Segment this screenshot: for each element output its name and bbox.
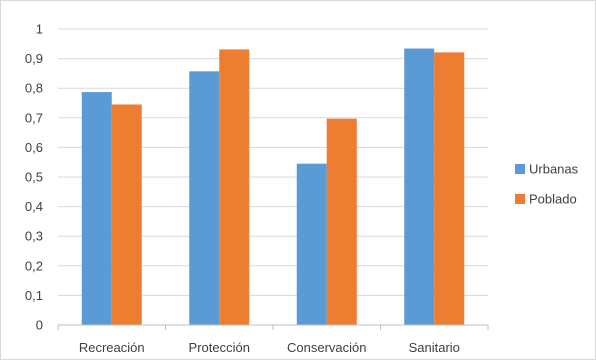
x-category-label: Sanitario: [409, 340, 460, 355]
x-category-label: Recreación: [79, 340, 145, 355]
bar-urbanas: [189, 71, 220, 325]
bar-poblado: [434, 52, 465, 325]
legend: Urbanas Poblado: [515, 162, 579, 207]
legend-swatch: [515, 164, 525, 174]
y-tick-label: 0,2: [25, 258, 43, 273]
bar-poblado: [219, 49, 250, 325]
x-axis: Recreación Protección Conservación Sanitari…: [57, 324, 489, 355]
y-tick-label: 1: [36, 22, 43, 37]
y-tick-label: 0,6: [25, 140, 43, 155]
legend-swatch: [515, 194, 525, 204]
y-tick-label: 0,8: [25, 81, 43, 96]
bar-urbanas: [296, 163, 327, 325]
bars: [81, 48, 465, 325]
bar-poblado: [326, 118, 357, 325]
bar-poblado: [111, 104, 142, 325]
legend-label: Poblado: [529, 192, 577, 207]
y-tick-label: 0,1: [25, 288, 43, 303]
y-tick-label: 0: [36, 318, 43, 333]
y-tick-label: 0,7: [25, 110, 43, 125]
y-tick-label: 0,3: [25, 229, 43, 244]
bar-urbanas: [404, 48, 435, 325]
legend-label: Urbanas: [529, 162, 579, 177]
y-tick-label: 0,4: [25, 199, 43, 214]
x-category-label: Protección: [189, 340, 250, 355]
y-tick-label: 0,5: [25, 170, 43, 185]
bar-urbanas: [81, 92, 112, 325]
y-tick-label: 0,9: [25, 51, 43, 66]
x-category-label: Conservación: [287, 340, 367, 355]
y-axis: 0 0,1 0,2 0,3 0,4 0,5 0,6 0,7 0,8 0,9 1: [25, 22, 43, 333]
